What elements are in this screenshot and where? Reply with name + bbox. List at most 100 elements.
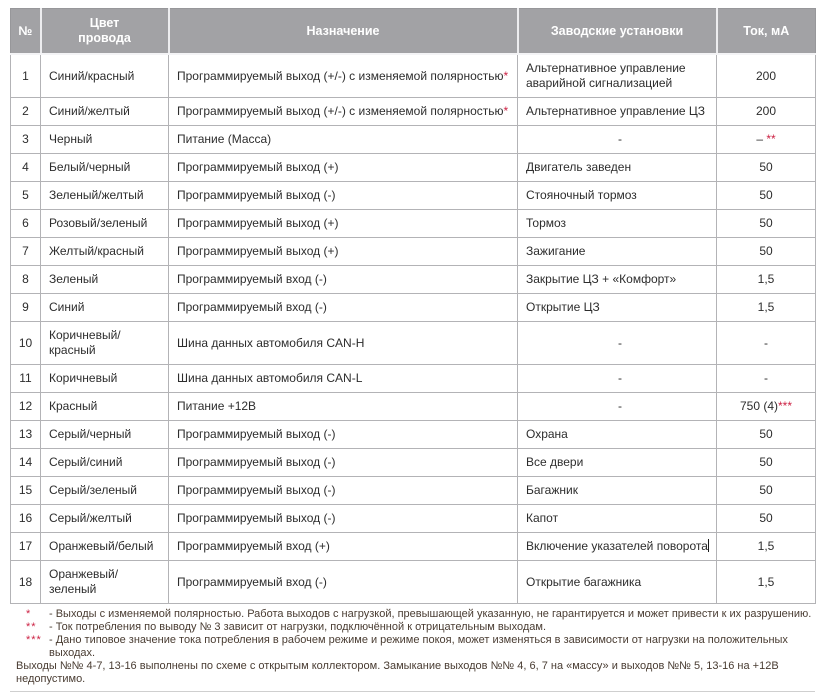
table-body: 1 Синий/красный Программируемый выход (+… — [10, 53, 816, 604]
cell-factory-setting: Капот — [517, 504, 717, 533]
cell-number: 10 — [10, 321, 41, 365]
factory-text: Багажник — [526, 483, 578, 497]
cell-factory-setting: Открытие ЦЗ — [517, 293, 717, 322]
cell-purpose: Питание +12В — [168, 392, 518, 421]
cell-purpose: Питание (Масса) — [168, 125, 518, 154]
table-header: № Цвет провода Назначение Заводские уста… — [10, 8, 816, 55]
factory-text: Альтернативное управление аварийной сигн… — [526, 61, 686, 90]
cell-current: 50 — [716, 181, 816, 210]
cell-wire-color: Серый/зеленый — [40, 476, 169, 505]
text-cursor — [707, 539, 709, 552]
factory-text: Открытие багажника — [526, 574, 642, 589]
footnote-mark: * — [503, 68, 509, 83]
purpose-text: Программируемый выход (+) — [177, 160, 339, 174]
cell-current: 1,5 — [716, 532, 816, 561]
cell-purpose: Программируемый выход (-) — [168, 476, 518, 505]
current-text: 200 — [755, 68, 777, 83]
table-row: 9 Синий Программируемый вход (-) Открыти… — [10, 293, 816, 322]
footnote-asterisk: *** — [26, 634, 42, 646]
purpose-text: Питание (Масса) — [177, 132, 272, 146]
purpose-text: Программируемый выход (+) — [177, 216, 339, 230]
purpose-text: Шина данных автомобиля CAN-L — [177, 371, 363, 385]
purpose-text: Программируемый выход (-) — [177, 188, 336, 202]
footnote-text: - Дано типовое значение тока потребления… — [49, 634, 788, 659]
cell-factory-setting: Охрана — [517, 420, 717, 449]
cell-factory-setting: Закрытие ЦЗ + «Комфорт» — [517, 265, 717, 294]
purpose-text: Программируемый вход (-) — [177, 272, 327, 286]
cell-wire-color: Коричневый — [40, 364, 169, 393]
cell-current: 50 — [716, 153, 816, 182]
cell-purpose: Шина данных автомобиля CAN-H — [168, 321, 518, 365]
cell-factory-setting: Включение указателей поворота — [517, 532, 717, 561]
factory-text: Включение указателей поворота — [526, 539, 708, 553]
footnote-line: ** - Ток потребления по выводу № 3 завис… — [16, 621, 815, 634]
cell-number: 5 — [10, 181, 41, 210]
purpose-text: Программируемый вход (-) — [177, 300, 327, 314]
cell-number: 2 — [10, 97, 41, 126]
table-row: 16 Серый/желтый Программируемый выход (-… — [10, 504, 816, 533]
purpose-text: Программируемый выход (-) — [177, 511, 336, 525]
cell-purpose: Программируемый выход (+) — [168, 153, 518, 182]
footnote-text: - Выходы с изменяемой полярностью. Работ… — [49, 608, 812, 620]
table-row: 7 Желтый/красный Программируемый выход (… — [10, 237, 816, 266]
current-text: 750 (4) — [739, 399, 778, 413]
cell-current: 1,5 — [716, 293, 816, 322]
cell-current: 50 — [716, 476, 816, 505]
current-text: - — [764, 335, 768, 350]
cell-number: 12 — [10, 392, 41, 421]
header-factory-settings: Заводские установки — [516, 8, 717, 55]
factory-text: Капот — [526, 511, 559, 525]
cell-wire-color: Синий/желтый — [40, 97, 169, 126]
table-row: 8 Зеленый Программируемый вход (-) Закры… — [10, 265, 816, 294]
current-text: – — [756, 132, 767, 146]
header-wire-color: Цвет провода — [39, 8, 169, 55]
cell-current: 200 — [716, 53, 816, 98]
factory-text: Все двери — [526, 455, 584, 469]
cell-number: 7 — [10, 237, 41, 266]
purpose-text: Программируемый выход (+) — [177, 244, 339, 258]
cell-number: 9 — [10, 293, 41, 322]
cell-current: - — [716, 321, 816, 365]
manual-page: № Цвет провода Назначение Заводские уста… — [10, 8, 816, 692]
footnote-line: *** - Дано типовое значение тока потребл… — [16, 634, 815, 660]
cell-current: 50 — [716, 504, 816, 533]
factory-text: Охрана — [526, 427, 568, 441]
cell-current: 50 — [716, 448, 816, 477]
footnote-mark: ** — [766, 132, 776, 146]
cell-wire-color: Желтый/красный — [40, 237, 169, 266]
cell-factory-setting: Альтернативное управление ЦЗ — [517, 97, 717, 126]
cell-purpose: Программируемый выход (+/-) с изменяемой… — [168, 97, 518, 126]
purpose-text: Программируемый выход (-) — [177, 483, 336, 497]
cell-purpose: Программируемый вход (-) — [168, 265, 518, 294]
table-row: 18 Оранжевый/ зеленый Программируемый вх… — [10, 560, 816, 604]
table-row: 14 Серый/синий Программируемый выход (-)… — [10, 448, 816, 477]
cell-purpose: Программируемый выход (-) — [168, 448, 518, 477]
current-text: 1,5 — [757, 574, 775, 589]
cell-current: - — [716, 364, 816, 393]
cell-current: 1,5 — [716, 560, 816, 604]
cell-factory-setting: - — [517, 364, 717, 393]
table-row: 10 Коричневый/ красный Шина данных автом… — [10, 321, 816, 365]
purpose-text: Программируемый выход (+/-) с изменяемой… — [177, 104, 504, 118]
table-row: 11 Коричневый Шина данных автомобиля CAN… — [10, 364, 816, 393]
footnote-asterisk: * — [26, 608, 32, 620]
purpose-text: Программируемый выход (-) — [177, 427, 336, 441]
cell-number: 11 — [10, 364, 41, 393]
table-row: 12 Красный Питание +12В - 750 (4)*** — [10, 392, 816, 421]
cell-wire-color: Оранжевый/ зеленый — [40, 560, 169, 604]
cell-factory-setting: Альтернативное управление аварийной сигн… — [517, 53, 717, 98]
cell-number: 16 — [10, 504, 41, 533]
cell-wire-color: Зеленый/желтый — [40, 181, 169, 210]
table-row: 15 Серый/зеленый Программируемый выход (… — [10, 476, 816, 505]
header-current-ma: Ток, мА — [715, 8, 816, 55]
cell-factory-setting: Стояночный тормоз — [517, 181, 717, 210]
current-text: 50 — [759, 244, 773, 258]
cell-factory-setting: Багажник — [517, 476, 717, 505]
cell-purpose: Программируемый вход (-) — [168, 560, 518, 604]
cell-purpose: Программируемый вход (+) — [168, 532, 518, 561]
cell-factory-setting: Зажигание — [517, 237, 717, 266]
footnote-asterisk: ** — [26, 621, 37, 633]
footnote-text: Выходы №№ 4-7, 13-16 выполнены по схеме … — [16, 660, 779, 685]
current-text: 200 — [755, 104, 777, 118]
cell-number: 8 — [10, 265, 41, 294]
